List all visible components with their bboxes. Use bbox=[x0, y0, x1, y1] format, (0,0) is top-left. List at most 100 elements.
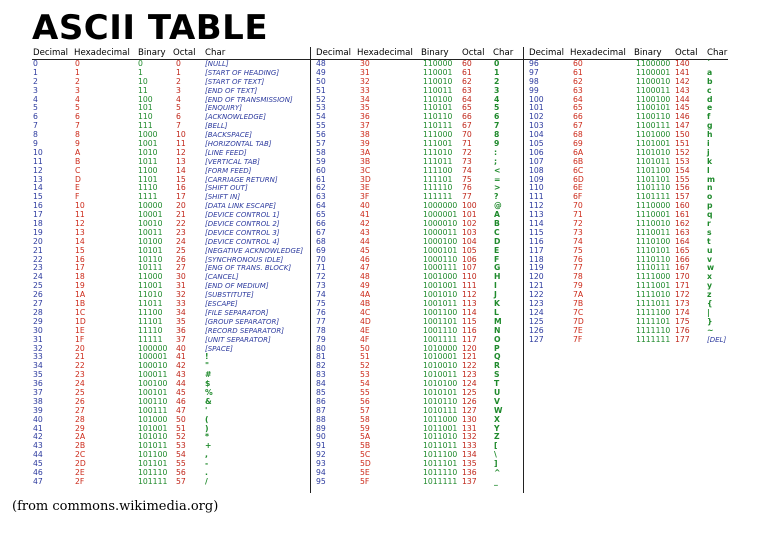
char-cell: D bbox=[494, 236, 501, 246]
char-cell: ( bbox=[205, 414, 209, 424]
octal-cell: 104 bbox=[462, 236, 477, 246]
hex-cell: 2C bbox=[75, 450, 86, 460]
binary-cell: 1111011 bbox=[636, 299, 671, 309]
binary-cell: 1011110 bbox=[423, 467, 458, 477]
table-row: 39 27 100111 47 ' bbox=[33, 406, 309, 416]
octal-cell: 6 bbox=[176, 112, 181, 122]
char-cell: y bbox=[707, 281, 713, 291]
table-row: 114 72 1110010 162 r bbox=[529, 219, 734, 229]
binary-cell: 110 bbox=[138, 112, 153, 122]
binary-cell: 1111111 bbox=[636, 334, 671, 344]
char-cell: , bbox=[205, 450, 208, 460]
table-row: 122 7A 1111010 172 z bbox=[529, 290, 734, 300]
hex-cell: 3D bbox=[360, 174, 371, 184]
binary-cell: 10011 bbox=[138, 227, 163, 237]
hex-cell: 33 bbox=[360, 85, 370, 95]
char-cell: c bbox=[707, 85, 712, 95]
binary-cell: 100011 bbox=[138, 370, 168, 380]
hex-cell: 21 bbox=[75, 352, 85, 362]
table-row: 19 13 10011 23 [DEVICE CONTROL 3] bbox=[33, 227, 309, 238]
decimal-cell: 20 bbox=[33, 236, 43, 246]
decimal-cell: 35 bbox=[33, 370, 43, 380]
table-row: 73 49 1001001 111 I bbox=[316, 281, 521, 291]
octal-cell: 137 bbox=[462, 476, 477, 486]
table-row: 70 46 1000110 106 F bbox=[316, 255, 521, 265]
octal-cell: 125 bbox=[462, 387, 477, 397]
hex-cell: 5A bbox=[360, 432, 371, 442]
table-row: 81 51 1010001 121 Q bbox=[316, 352, 521, 362]
hex-cell: 37 bbox=[360, 121, 370, 131]
octal-cell: 135 bbox=[462, 459, 477, 469]
hex-cell: 3E bbox=[360, 183, 370, 193]
binary-cell: 1110101 bbox=[636, 245, 671, 255]
decimal-cell: 102 bbox=[529, 112, 544, 122]
header-octal: Octal bbox=[462, 48, 485, 58]
hex-cell: 3F bbox=[360, 192, 370, 202]
char-cell: d bbox=[707, 94, 713, 104]
hex-cell: B bbox=[75, 156, 81, 166]
decimal-cell: 113 bbox=[529, 210, 544, 220]
decimal-cell: 3 bbox=[33, 85, 38, 95]
table-row: 72 48 1001000 110 H bbox=[316, 272, 521, 282]
decimal-cell: 120 bbox=[529, 272, 544, 282]
char-cell: = bbox=[494, 174, 501, 184]
char-cell: 0 bbox=[494, 59, 500, 68]
hex-cell: E bbox=[75, 183, 80, 193]
table-row: 89 59 1011001 131 Y bbox=[316, 424, 521, 434]
char-cell: [DEVICE CONTROL 3] bbox=[205, 228, 280, 237]
binary-cell: 1110010 bbox=[636, 219, 671, 229]
table-row: 13 D 1101 15 [CARRIAGE RETURN] bbox=[33, 175, 309, 185]
binary-cell: 101001 bbox=[138, 423, 168, 433]
binary-cell: 100100 bbox=[138, 379, 168, 389]
char-cell: [FILE SEPARATOR] bbox=[205, 308, 269, 317]
octal-cell: 117 bbox=[462, 334, 477, 344]
octal-cell: 61 bbox=[462, 67, 472, 77]
decimal-cell: 57 bbox=[316, 139, 326, 149]
octal-cell: 36 bbox=[176, 325, 186, 335]
hex-cell: 64 bbox=[573, 94, 583, 104]
table-row: 118 76 1110110 166 v bbox=[529, 254, 734, 265]
table-row: 46 2E 101110 56. bbox=[33, 468, 309, 478]
decimal-cell: 59 bbox=[316, 156, 326, 166]
binary-cell: 1100011 bbox=[636, 85, 671, 95]
octal-cell: 75 bbox=[462, 174, 472, 184]
binary-cell: 11010 bbox=[138, 290, 163, 300]
hex-cell: 43 bbox=[360, 227, 370, 237]
binary-cell: 11101 bbox=[138, 316, 163, 326]
char-cell: 9 bbox=[494, 139, 500, 149]
binary-cell: 111100 bbox=[423, 165, 453, 175]
decimal-cell: 127 bbox=[529, 334, 544, 344]
octal-cell: 63 bbox=[462, 85, 472, 95]
octal-cell: 4 bbox=[176, 94, 181, 104]
octal-cell: 124 bbox=[462, 379, 477, 389]
octal-cell: 52 bbox=[176, 432, 186, 442]
char-cell: s bbox=[707, 227, 712, 237]
octal-cell: 145 bbox=[675, 103, 690, 113]
octal-cell: 35 bbox=[176, 316, 186, 326]
char-cell: [DEVICE CONTROL 1] bbox=[205, 211, 280, 220]
table-row: 48 30 110000 60 0 bbox=[316, 59, 521, 69]
octal-cell: 12 bbox=[176, 147, 186, 157]
hex-cell: 5B bbox=[360, 441, 371, 451]
decimal-cell: 65 bbox=[316, 210, 326, 220]
char-cell: [SUBSTITUTE] bbox=[205, 291, 254, 300]
char-cell: ~ bbox=[707, 325, 714, 335]
table-row: 58 3A 111010 72: bbox=[316, 147, 521, 158]
column-divider-1 bbox=[310, 47, 311, 493]
decimal-cell: 54 bbox=[316, 112, 326, 122]
decimal-cell: 28 bbox=[33, 307, 43, 317]
binary-cell: 1011100 bbox=[423, 450, 458, 460]
char-cell: O bbox=[494, 334, 501, 344]
table-row: 29 1D 11101 35 [GROUP SEPARATOR] bbox=[33, 316, 309, 327]
hex-cell: 20 bbox=[75, 343, 85, 353]
decimal-cell: 126 bbox=[529, 325, 544, 335]
header-hexadecimal: Hexadecimal bbox=[74, 48, 130, 58]
hex-cell: 0 bbox=[75, 59, 80, 68]
header-binary: Binary bbox=[634, 48, 662, 58]
octal-cell: 72 bbox=[462, 147, 472, 157]
char-cell: 6 bbox=[494, 112, 500, 122]
binary-cell: 110001 bbox=[423, 67, 453, 77]
header-octal: Octal bbox=[675, 48, 698, 58]
hex-cell: 51 bbox=[360, 352, 370, 362]
binary-cell: 1110110 bbox=[636, 254, 671, 264]
